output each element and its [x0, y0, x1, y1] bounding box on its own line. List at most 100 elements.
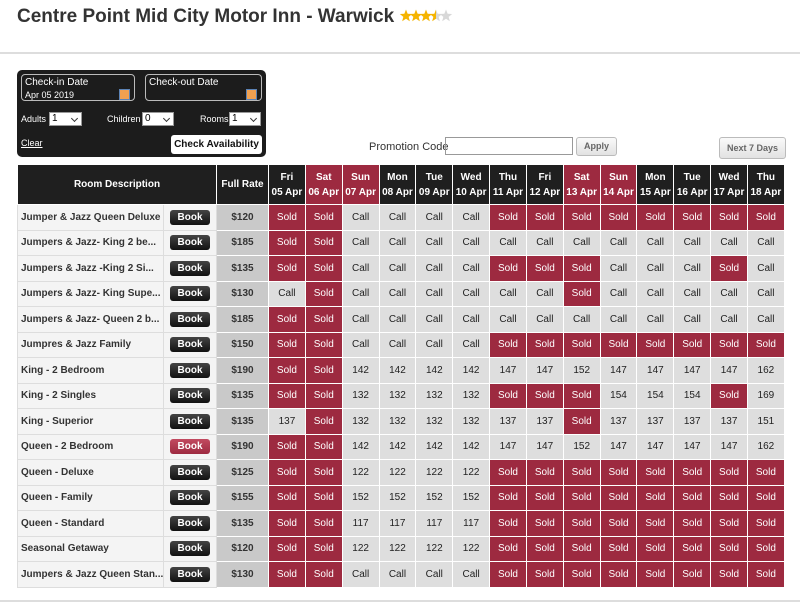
availability-cell[interactable]: Sold — [562, 561, 601, 588]
availability-cell[interactable]: Sold — [562, 331, 601, 358]
availability-cell[interactable]: Sold — [636, 484, 675, 511]
availability-cell[interactable]: Sold — [525, 459, 564, 486]
availability-cell[interactable]: Call — [378, 306, 417, 333]
availability-cell[interactable]: Sold — [636, 510, 675, 537]
availability-cell[interactable]: Sold — [304, 561, 343, 588]
availability-cell[interactable]: 152 — [562, 357, 601, 384]
availability-cell[interactable]: Call — [489, 280, 527, 307]
availability-cell[interactable]: 154 — [599, 382, 638, 409]
availability-cell[interactable]: Sold — [304, 204, 343, 231]
availability-cell[interactable]: Sold — [525, 561, 564, 588]
availability-cell[interactable]: Sold — [746, 535, 785, 562]
availability-cell[interactable]: 142 — [415, 357, 454, 384]
availability-cell[interactable]: Sold — [562, 255, 601, 282]
availability-cell[interactable]: 142 — [341, 433, 380, 460]
availability-cell[interactable]: Call — [415, 229, 454, 256]
availability-cell[interactable]: Sold — [746, 204, 785, 231]
availability-cell[interactable]: Sold — [268, 229, 306, 256]
availability-cell[interactable]: Sold — [268, 510, 306, 537]
availability-cell[interactable]: 152 — [378, 484, 417, 511]
book-button[interactable]: Book — [170, 260, 210, 276]
availability-cell[interactable]: Call — [673, 280, 712, 307]
availability-cell[interactable]: Sold — [710, 204, 748, 231]
book-button[interactable]: Book — [170, 311, 210, 327]
availability-cell[interactable]: 162 — [746, 433, 785, 460]
availability-cell[interactable]: 122 — [452, 459, 491, 486]
availability-cell[interactable]: Sold — [489, 255, 527, 282]
availability-cell[interactable]: 122 — [341, 459, 380, 486]
availability-cell[interactable]: Sold — [304, 229, 343, 256]
availability-cell[interactable]: 137 — [673, 408, 712, 435]
availability-cell[interactable]: 132 — [378, 382, 417, 409]
availability-cell[interactable]: Call — [636, 306, 675, 333]
checkin-field[interactable]: Check-in Date Apr 05 2019 — [21, 74, 135, 101]
availability-cell[interactable]: Call — [341, 280, 380, 307]
availability-cell[interactable]: Sold — [599, 484, 638, 511]
availability-cell[interactable]: 142 — [378, 357, 417, 384]
availability-cell[interactable]: Sold — [525, 510, 564, 537]
availability-cell[interactable]: 122 — [415, 535, 454, 562]
availability-cell[interactable]: 147 — [599, 357, 638, 384]
availability-cell[interactable]: Sold — [562, 484, 601, 511]
availability-cell[interactable]: Sold — [304, 331, 343, 358]
availability-cell[interactable]: 122 — [378, 459, 417, 486]
availability-cell[interactable]: Sold — [268, 331, 306, 358]
availability-cell[interactable]: Call — [673, 306, 712, 333]
availability-cell[interactable]: 147 — [525, 357, 564, 384]
availability-cell[interactable]: Call — [452, 255, 491, 282]
availability-cell[interactable]: Call — [599, 255, 638, 282]
availability-cell[interactable]: 132 — [452, 382, 491, 409]
availability-cell[interactable]: Sold — [599, 510, 638, 537]
availability-cell[interactable]: Call — [489, 306, 527, 333]
availability-cell[interactable]: Sold — [489, 382, 527, 409]
availability-cell[interactable]: 117 — [341, 510, 380, 537]
availability-cell[interactable]: Sold — [636, 459, 675, 486]
availability-cell[interactable]: Sold — [268, 357, 306, 384]
availability-cell[interactable]: Call — [415, 280, 454, 307]
availability-cell[interactable]: Sold — [268, 561, 306, 588]
availability-cell[interactable]: Call — [599, 306, 638, 333]
availability-cell[interactable]: 132 — [341, 382, 380, 409]
check-availability-button[interactable]: Check Availability — [171, 135, 262, 154]
availability-cell[interactable]: Sold — [746, 561, 785, 588]
availability-cell[interactable]: Sold — [562, 408, 601, 435]
availability-cell[interactable]: Sold — [525, 535, 564, 562]
availability-cell[interactable]: 152 — [452, 484, 491, 511]
availability-cell[interactable]: Sold — [636, 535, 675, 562]
availability-cell[interactable]: Call — [415, 255, 454, 282]
availability-cell[interactable]: Sold — [268, 306, 306, 333]
availability-cell[interactable]: 122 — [452, 535, 491, 562]
availability-cell[interactable]: Call — [746, 306, 785, 333]
availability-cell[interactable]: Sold — [599, 535, 638, 562]
availability-cell[interactable]: Call — [341, 331, 380, 358]
book-button[interactable]: Book — [170, 388, 210, 404]
availability-cell[interactable]: Sold — [268, 204, 306, 231]
availability-cell[interactable]: Call — [378, 331, 417, 358]
availability-cell[interactable]: Sold — [673, 331, 712, 358]
adults-select[interactable]: 1 — [49, 112, 82, 126]
availability-cell[interactable]: Call — [341, 229, 380, 256]
availability-cell[interactable]: Sold — [268, 433, 306, 460]
availability-cell[interactable]: Sold — [673, 204, 712, 231]
availability-cell[interactable]: 152 — [415, 484, 454, 511]
apply-button[interactable]: Apply — [576, 137, 617, 156]
availability-cell[interactable]: Call — [378, 280, 417, 307]
availability-cell[interactable]: Call — [525, 229, 564, 256]
availability-cell[interactable]: Sold — [599, 561, 638, 588]
availability-cell[interactable]: Sold — [489, 535, 527, 562]
availability-cell[interactable]: Sold — [562, 459, 601, 486]
availability-cell[interactable]: Call — [341, 255, 380, 282]
availability-cell[interactable]: Sold — [304, 484, 343, 511]
availability-cell[interactable]: Call — [489, 229, 527, 256]
availability-cell[interactable]: 147 — [489, 433, 527, 460]
availability-cell[interactable]: Call — [341, 561, 380, 588]
availability-cell[interactable]: 142 — [415, 433, 454, 460]
promo-input[interactable] — [445, 137, 573, 155]
checkout-field[interactable]: Check-out Date — [145, 74, 262, 101]
availability-cell[interactable]: Call — [378, 229, 417, 256]
availability-cell[interactable]: Sold — [489, 510, 527, 537]
availability-cell[interactable]: Call — [415, 306, 454, 333]
book-button[interactable]: Book — [170, 235, 210, 251]
availability-cell[interactable]: 137 — [525, 408, 564, 435]
availability-cell[interactable]: Sold — [710, 459, 748, 486]
